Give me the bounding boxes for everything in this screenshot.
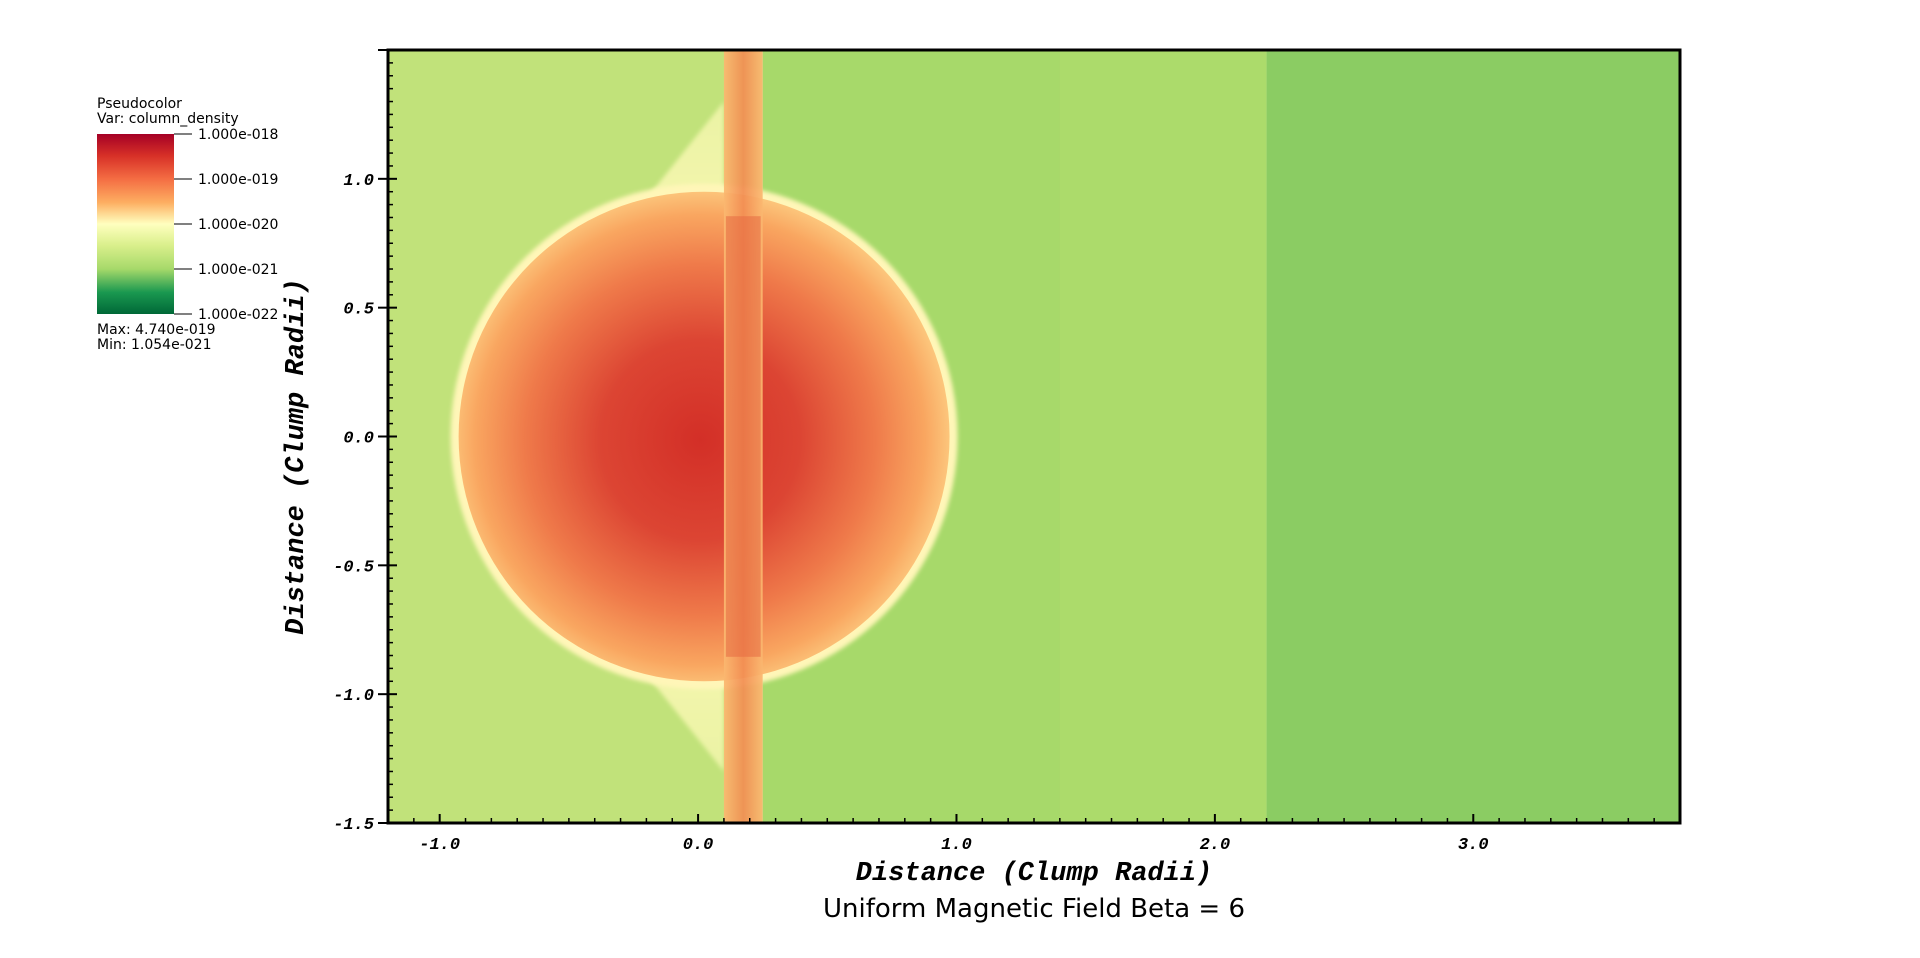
y-tick-label: -1.0 xyxy=(333,687,374,706)
background-right-region xyxy=(1267,50,1680,823)
y-tick-label: 1.0 xyxy=(343,172,374,191)
colorbar-tick-label: 1.000e-019 xyxy=(198,172,278,188)
y-tick-label: 0.0 xyxy=(343,430,374,449)
x-tick-label: 3.0 xyxy=(1458,836,1489,855)
y-tick-label: -1.5 xyxy=(333,816,374,835)
clump-core xyxy=(459,192,950,682)
heatmap-plot-area: -1.0 0.0 1.0 2.0 3.0 1.0 0.5 0.0 -0.5 -1.0 -1.5 xyxy=(333,50,1680,855)
x-axis-title: Distance (Clump Radii) xyxy=(856,859,1212,889)
x-tick-label: 0.0 xyxy=(683,836,714,855)
colorbar-tick-label: 1.000e-021 xyxy=(198,262,278,278)
legend-max: Max: 4.740e-019 xyxy=(97,322,216,338)
legend-variable: Var: column_density xyxy=(97,111,239,127)
x-tick-label: 2.0 xyxy=(1200,836,1231,855)
legend-plot-type: Pseudocolor xyxy=(97,96,182,112)
colorbar-gradient xyxy=(97,134,174,314)
background-middle-light-region xyxy=(1060,50,1267,823)
y-tick-label: -0.5 xyxy=(333,558,374,577)
colorbar-tick-label: 1.000e-020 xyxy=(198,217,278,233)
y-tick-label: 0.5 xyxy=(343,301,374,320)
legend-min: Min: 1.054e-021 xyxy=(97,337,211,353)
x-tick-label: 1.0 xyxy=(941,836,972,855)
band-clump-overlap xyxy=(726,216,761,657)
colorbar-tick-label: 1.000e-022 xyxy=(198,307,278,323)
chart-caption: Uniform Magnetic Field Beta = 6 xyxy=(823,894,1245,924)
column-density-field xyxy=(388,50,1680,823)
colorbar-legend: Pseudocolor Var: column_density 1.000e-0… xyxy=(97,96,278,353)
colorbar-tick-label: 1.000e-018 xyxy=(198,127,278,143)
x-tick-label: -1.0 xyxy=(419,836,460,855)
y-axis-title: Distance (Clump Radii) xyxy=(282,278,312,634)
